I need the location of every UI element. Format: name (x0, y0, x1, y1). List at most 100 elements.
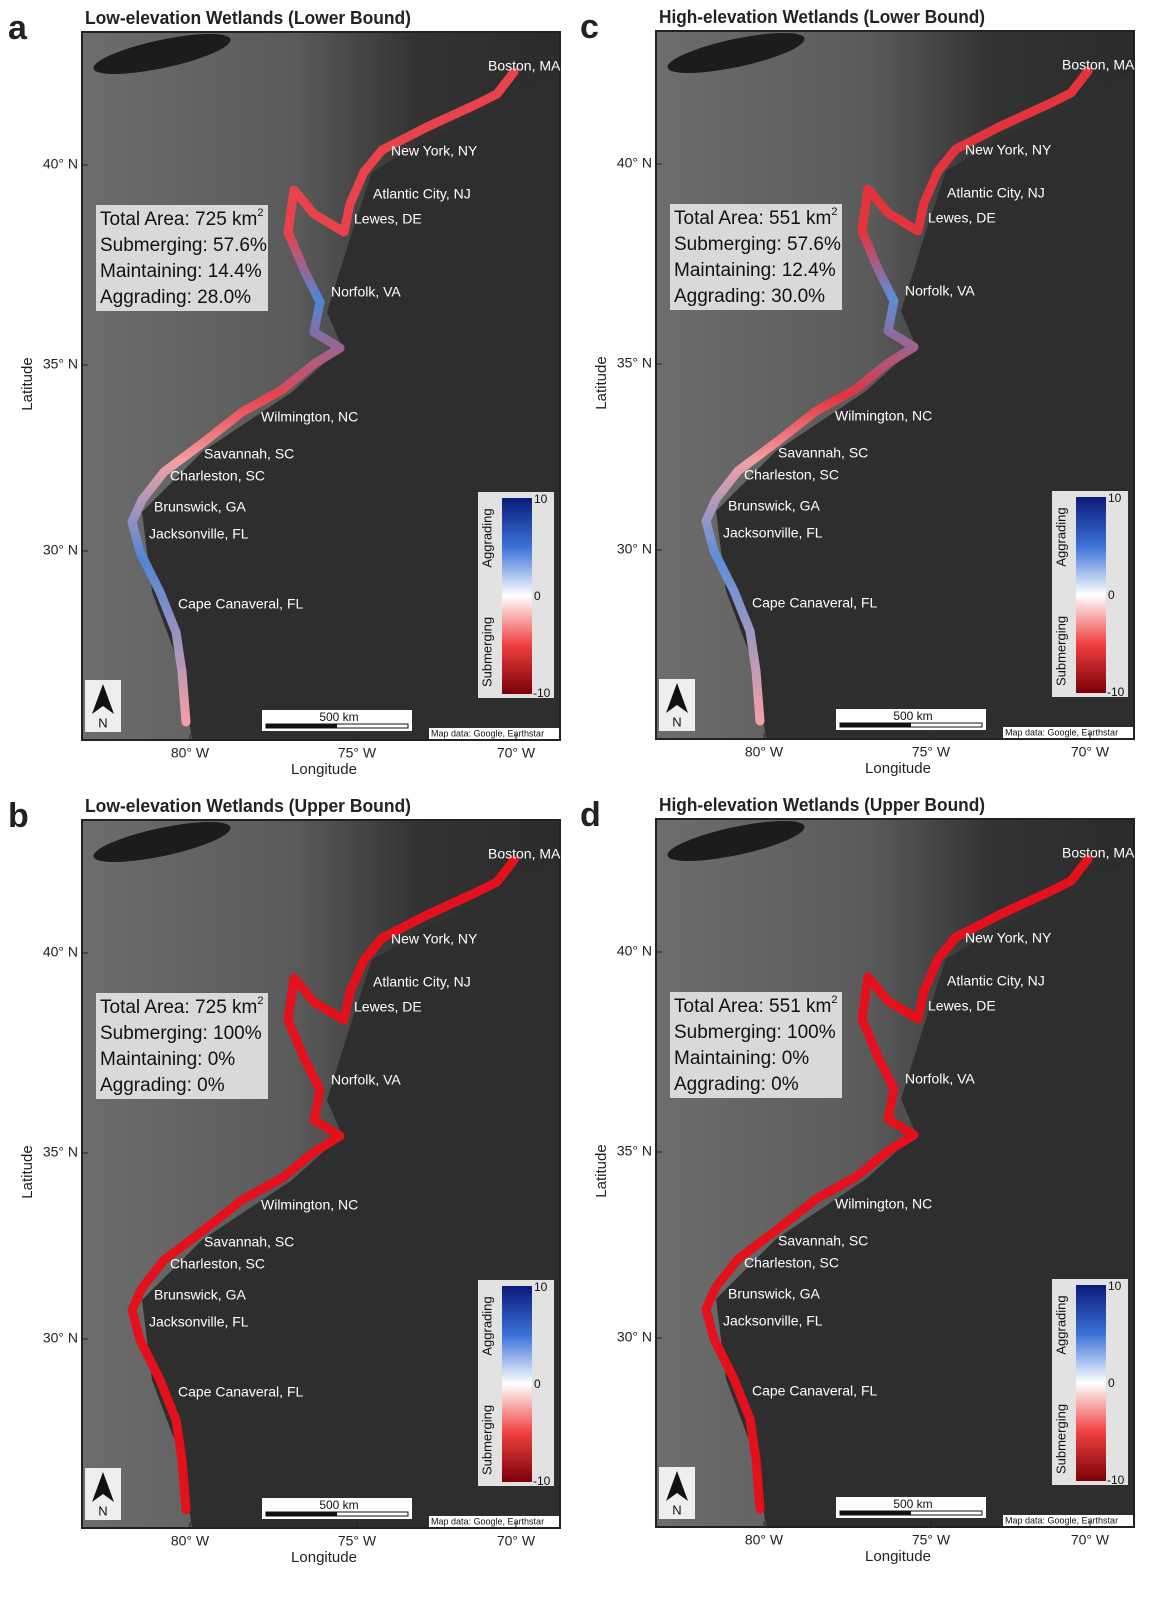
stat-line: Aggrading: 0% (100, 1075, 225, 1096)
y-axis-label: Latitude (593, 356, 610, 409)
scale-bar-fill (266, 724, 337, 728)
stat-text: Aggrading: 0% (674, 1074, 799, 1095)
colorbar-label: Submerging (1053, 616, 1068, 686)
city-label: Cape Canaveral, FL (178, 596, 304, 612)
attribution: Map data: Google, Earthstar (431, 728, 544, 738)
stat-text: Submerging: 57.6% (674, 234, 841, 255)
lon-tick-label: 80° W (171, 1533, 210, 1549)
north-label: N (98, 1503, 107, 1518)
stat-line: Aggrading: 0% (674, 1074, 799, 1095)
city-label: Brunswick, GA (154, 499, 246, 515)
lon-tick-label: 80° W (171, 745, 210, 761)
stat-text: Aggrading: 28.0% (100, 287, 251, 308)
y-axis-label: Latitude (19, 357, 36, 410)
city-label: Savannah, SC (778, 1233, 868, 1249)
city-label: Boston, MA (1062, 845, 1135, 861)
colorbar-tick: 0 (1108, 588, 1115, 602)
map-panel: Total Area: 725 km2 Submerging: 57.6% Main… (82, 26, 561, 740)
city-label: Brunswick, GA (154, 1287, 246, 1303)
stat-text: Maintaining: 0% (674, 1048, 809, 1069)
stat-text: Submerging: 57.6% (100, 235, 267, 256)
colorbar-tick: -10 (533, 686, 551, 700)
city-label: Cape Canaveral, FL (752, 1383, 878, 1399)
scale-bar-fill (266, 1512, 337, 1516)
city-label: Brunswick, GA (728, 1286, 820, 1302)
lat-tick-label: 40° N (43, 944, 78, 960)
stat-sup: 2 (831, 206, 837, 218)
lon-tick-label: 80° W (745, 1532, 784, 1548)
scale-label: 500 km (893, 709, 932, 723)
colorbar-label: Aggrading (1053, 1295, 1068, 1354)
lat-tick-label: 40° N (43, 156, 78, 172)
stat-line: Submerging: 100% (100, 1023, 262, 1044)
city-label: Norfolk, VA (905, 1071, 975, 1087)
stat-sup: 2 (257, 995, 263, 1007)
scale-bar-fill (840, 723, 911, 727)
city-label: Jacksonville, FL (149, 526, 249, 542)
panel-title: Low-elevation Wetlands (Upper Bound) (85, 796, 411, 816)
city-label: Wilmington, NC (261, 409, 358, 425)
panel-letter: c (580, 8, 599, 46)
city-label: Lewes, DE (354, 999, 422, 1015)
stat-text: Maintaining: 12.4% (674, 260, 836, 281)
lat-tick-label: 35° N (617, 1143, 652, 1159)
city-label: New York, NY (965, 142, 1052, 158)
lon-tick-label: 80° W (745, 744, 784, 760)
stat-text: Maintaining: 0% (100, 1049, 235, 1070)
colorbar (1076, 497, 1106, 693)
city-label: Jacksonville, FL (723, 1313, 823, 1329)
city-label: Lewes, DE (354, 211, 422, 227)
north-label: N (672, 1502, 681, 1517)
city-label: Atlantic City, NJ (947, 185, 1045, 201)
colorbar-label: Aggrading (479, 508, 494, 567)
city-label: Norfolk, VA (331, 1072, 401, 1088)
colorbar-tick: -10 (1107, 685, 1125, 699)
attribution: Map data: Google, Earthstar (1005, 1515, 1118, 1525)
lat-tick-label: 40° N (617, 943, 652, 959)
lat-tick-label: 35° N (43, 356, 78, 372)
colorbar-label: Aggrading (479, 1296, 494, 1355)
panel-title: Low-elevation Wetlands (Lower Bound) (85, 8, 411, 28)
y-axis-label: Latitude (19, 1145, 36, 1198)
panel-title: High-elevation Wetlands (Upper Bound) (659, 795, 985, 815)
city-label: Atlantic City, NJ (373, 974, 471, 990)
stat-text: Aggrading: 0% (100, 1075, 225, 1096)
city-label: Cape Canaveral, FL (752, 595, 878, 611)
city-label: Wilmington, NC (835, 408, 932, 424)
stat-line: Maintaining: 0% (674, 1048, 809, 1069)
lon-tick-label: 75° W (338, 745, 377, 761)
stat-line: Maintaining: 0% (100, 1049, 235, 1070)
north-label: N (98, 715, 107, 730)
stat-line: Submerging: 57.6% (674, 234, 841, 255)
lon-tick-label: 75° W (338, 1533, 377, 1549)
x-axis-label: Longitude (291, 1549, 357, 1566)
colorbar-tick: 0 (534, 1377, 541, 1391)
stat-sup: 2 (831, 994, 837, 1006)
city-label: Savannah, SC (778, 445, 868, 461)
colorbar-tick: 10 (534, 492, 548, 506)
city-label: Jacksonville, FL (723, 525, 823, 541)
stat-text: Total Area: 725 km (100, 209, 257, 230)
city-label: Atlantic City, NJ (947, 973, 1045, 989)
city-label: Savannah, SC (204, 446, 294, 462)
stat-line: Total Area: 725 km2 (100, 995, 264, 1018)
stat-line: Aggrading: 30.0% (674, 286, 825, 307)
lat-tick-label: 40° N (617, 155, 652, 171)
stat-line: Submerging: 57.6% (100, 235, 267, 256)
colorbar-tick: -10 (1107, 1473, 1125, 1487)
lon-tick-label: 75° W (912, 1532, 951, 1548)
map-panel: Total Area: 725 km2 Submerging: 100% Maint… (82, 814, 561, 1528)
lat-tick-label: 35° N (617, 355, 652, 371)
lon-tick-label: 75° W (912, 744, 951, 760)
stat-line: Total Area: 725 km2 (100, 207, 264, 230)
city-label: Atlantic City, NJ (373, 186, 471, 202)
city-label: Norfolk, VA (905, 283, 975, 299)
stat-line: Maintaining: 14.4% (100, 261, 262, 282)
lat-tick-label: 30° N (43, 1330, 78, 1346)
city-label: Norfolk, VA (331, 284, 401, 300)
x-axis-label: Longitude (865, 1548, 931, 1565)
colorbar-label: Submerging (479, 617, 494, 687)
panel-letter: d (580, 796, 601, 834)
colorbar (502, 498, 532, 694)
lat-tick-label: 30° N (617, 1329, 652, 1345)
